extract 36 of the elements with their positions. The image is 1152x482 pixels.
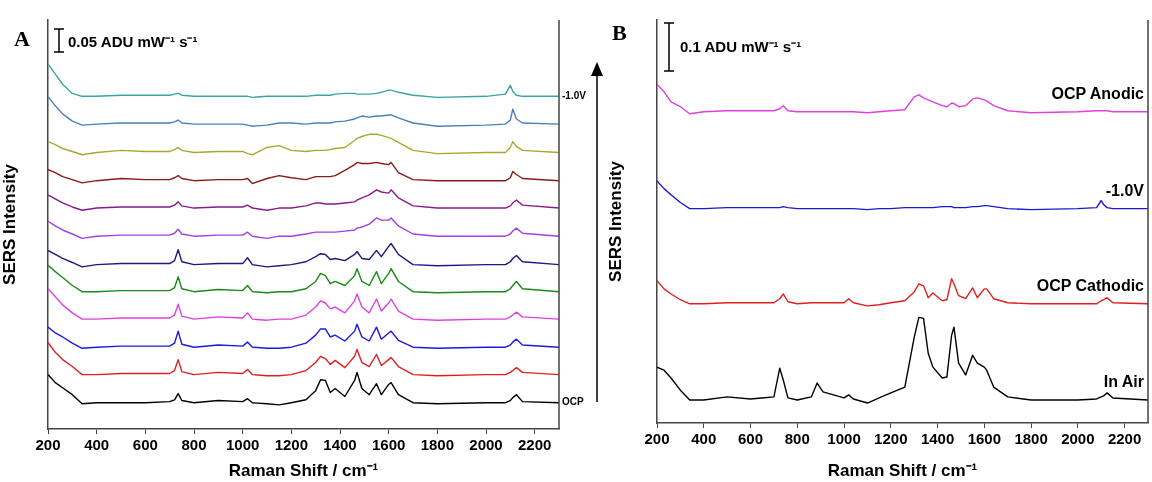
x-tick-label: 800	[181, 436, 207, 454]
x-tick-label: 400	[84, 436, 110, 454]
x-tick-label: 400	[691, 430, 717, 448]
x-tick-label: 1200	[874, 430, 908, 448]
x-tick-label: 1200	[274, 436, 309, 454]
x-tick-label: 1400	[920, 430, 955, 448]
x-tick-label: 1400	[323, 436, 357, 454]
x-tick-label: 2000	[469, 436, 503, 454]
x-tick-label: 2200	[1107, 430, 1142, 448]
x-axis-title: Raman Shift / cm⁻¹	[827, 461, 978, 481]
x-tick-label: 1000	[827, 430, 861, 448]
x-tick-label: 2000	[1061, 430, 1095, 448]
text: 0.1 ADU mW⁻¹ s⁻¹	[680, 37, 802, 56]
series-label: OCP Anodic	[1051, 85, 1145, 103]
x-tick-label: 1800	[420, 436, 455, 454]
x-tick-label: 1600	[371, 436, 406, 454]
x-axis-title: Raman Shift / cm⁻¹	[228, 461, 379, 481]
x-tick-label: 1000	[225, 436, 260, 454]
x-tick-label: 200	[35, 436, 61, 454]
x-tick-label: 2200	[517, 436, 552, 454]
series-label: OCP	[562, 396, 584, 408]
chart-title: B	[612, 20, 627, 46]
x-tick-label: 200	[644, 430, 670, 448]
y-axis-title: SERS Intensity	[605, 160, 625, 282]
y-axis-title: SERS Intensity	[0, 163, 19, 285]
series-label: OCP Cathodic	[1036, 277, 1145, 295]
x-tick-label: 1600	[967, 430, 1002, 448]
x-tick-label: 600	[132, 436, 158, 454]
x-tick-label: 1800	[1014, 430, 1048, 448]
text: 0.05 ADU mW⁻¹ s⁻¹	[68, 32, 198, 51]
series-label: -1.0V	[562, 90, 587, 102]
x-tick-label: 800	[784, 430, 810, 448]
x-tick-label: 600	[738, 430, 764, 448]
chart-title: A	[14, 26, 30, 52]
series-label: In Air	[1103, 373, 1144, 391]
series-label: -1.0V	[1105, 182, 1145, 200]
